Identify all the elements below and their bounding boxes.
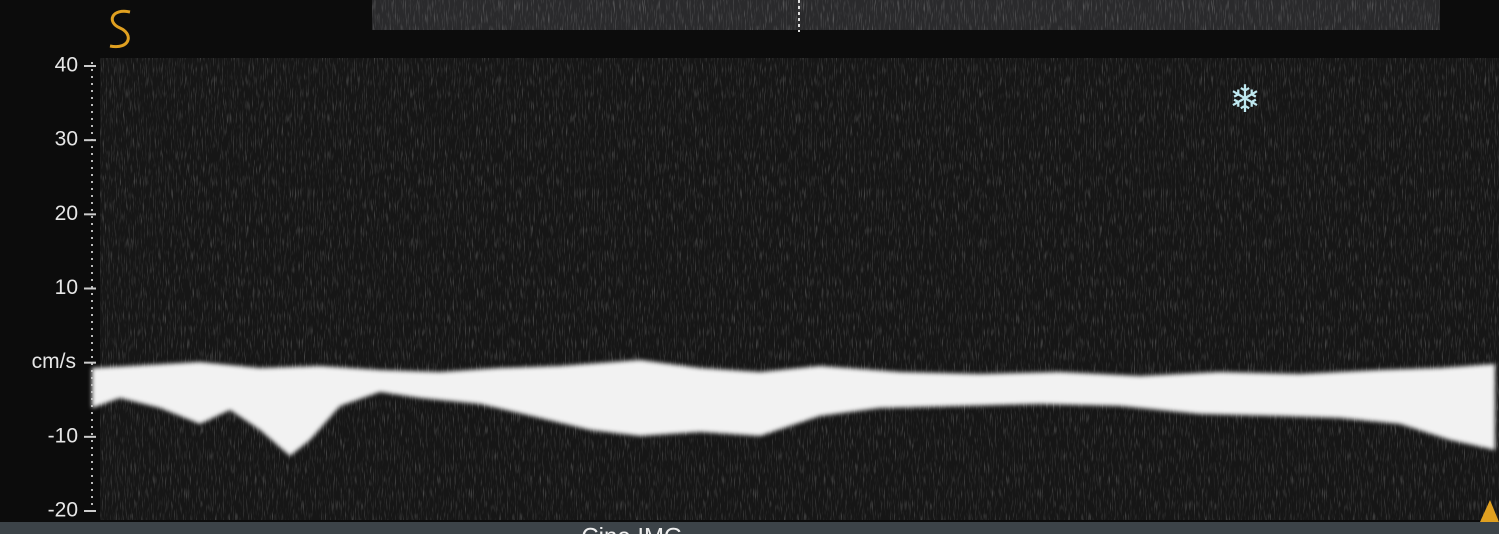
y-tick-label: 10 (55, 276, 78, 299)
freeze-icon: ❄ (1229, 79, 1261, 121)
spectrum-noise (100, 58, 1499, 520)
y-tick-label: -20 (48, 499, 78, 522)
y-tick-label: 40 (55, 54, 78, 77)
probe-icon (109, 9, 131, 49)
status-bar (0, 522, 1499, 534)
y-tick-label: cm/s (32, 350, 76, 373)
y-tick-label: -10 (48, 424, 78, 447)
b-mode-texture (372, 0, 1440, 30)
marker-icon (1480, 500, 1499, 522)
cine-label: Cine IMG (581, 523, 682, 534)
doppler-spectrum (92, 360, 1495, 456)
y-tick-label: 30 (55, 128, 78, 151)
y-tick-label: 20 (55, 202, 78, 225)
